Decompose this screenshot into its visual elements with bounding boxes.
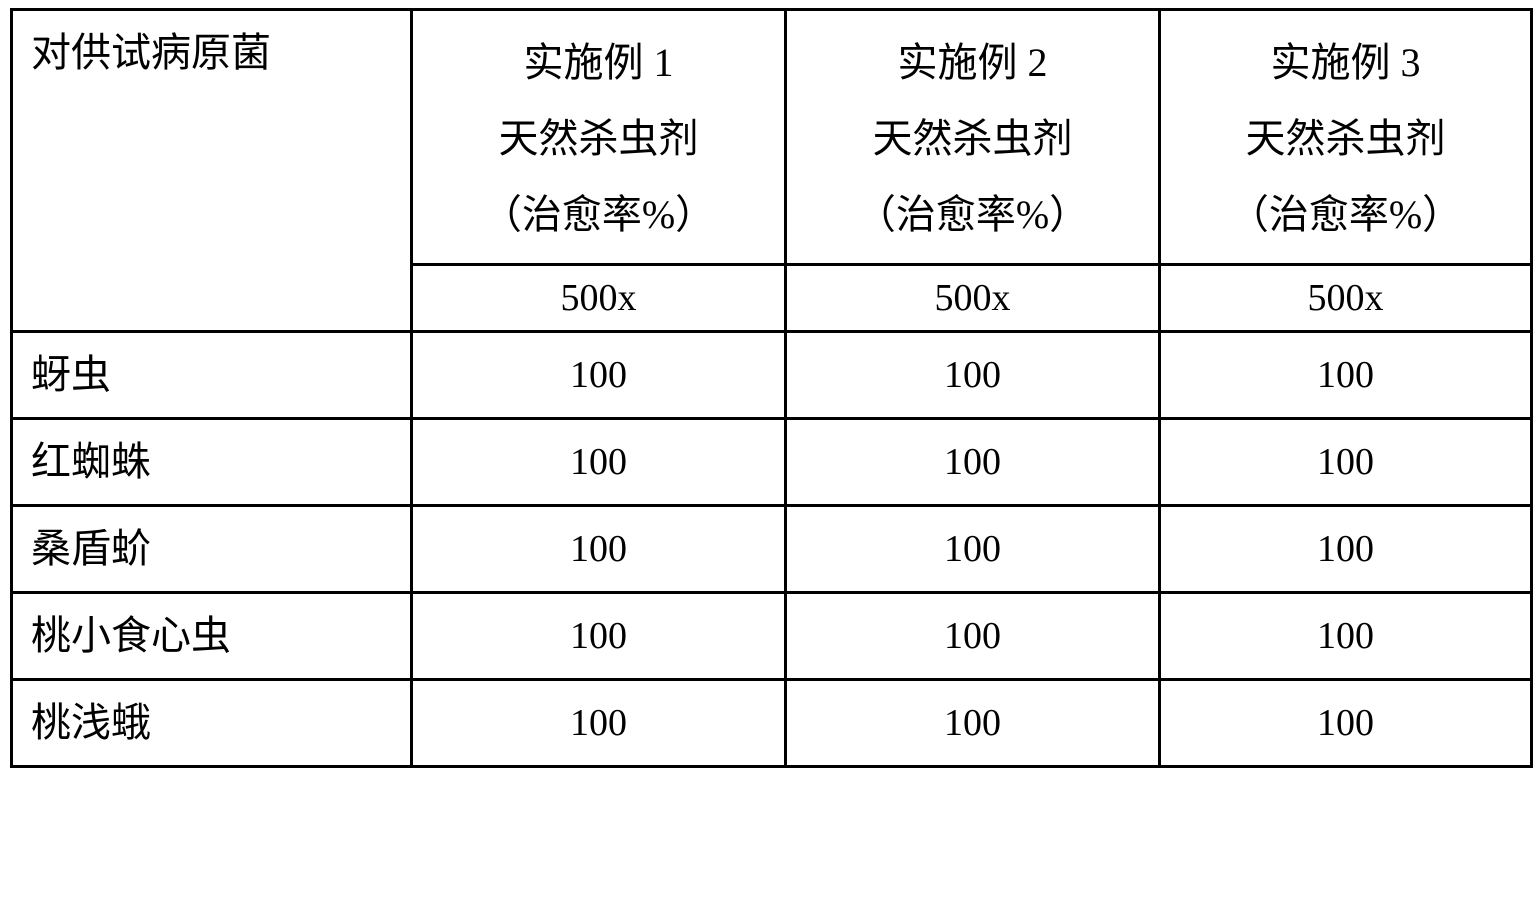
cell-value: 100 — [412, 506, 786, 593]
col-header-1-line1: 实施例 1 — [421, 25, 776, 101]
row-label: 桃浅蛾 — [12, 680, 412, 767]
cell-value: 100 — [1160, 593, 1532, 680]
col-header-3-line2: 天然杀虫剂 — [1169, 101, 1522, 177]
row-label: 桃小食心虫 — [12, 593, 412, 680]
cell-value: 100 — [786, 419, 1160, 506]
col-header-3-line3: （治愈率%） — [1169, 177, 1522, 253]
col-header-1-line3: （治愈率%） — [421, 177, 776, 253]
cell-value: 100 — [786, 593, 1160, 680]
row-label: 红蜘蛛 — [12, 419, 412, 506]
table-row: 桃小食心虫 100 100 100 — [12, 593, 1532, 680]
cell-value: 100 — [412, 593, 786, 680]
cell-value: 100 — [412, 419, 786, 506]
cell-value: 100 — [786, 332, 1160, 419]
table-row: 蚜虫 100 100 100 — [12, 332, 1532, 419]
row-label: 桑盾蚧 — [12, 506, 412, 593]
cell-value: 100 — [1160, 332, 1532, 419]
col-header-2-line1: 实施例 2 — [795, 25, 1150, 101]
table-row: 红蜘蛛 100 100 100 — [12, 419, 1532, 506]
sub-header-1: 500x — [412, 265, 786, 332]
cell-value: 100 — [1160, 419, 1532, 506]
cell-value: 100 — [786, 506, 1160, 593]
cell-value: 100 — [412, 332, 786, 419]
table-container: 对供试病原菌 实施例 1 天然杀虫剂 （治愈率%） 实施例 2 天然杀虫剂 （治… — [0, 0, 1540, 776]
col-header-2: 实施例 2 天然杀虫剂 （治愈率%） — [786, 10, 1160, 265]
cell-value: 100 — [1160, 680, 1532, 767]
col-header-2-line2: 天然杀虫剂 — [795, 101, 1150, 177]
sub-header-3: 500x — [1160, 265, 1532, 332]
row-header-label: 对供试病原菌 — [12, 10, 412, 332]
row-header-text: 对供试病原菌 — [31, 30, 271, 75]
row-label: 蚜虫 — [12, 332, 412, 419]
cell-value: 100 — [412, 680, 786, 767]
data-table: 对供试病原菌 实施例 1 天然杀虫剂 （治愈率%） 实施例 2 天然杀虫剂 （治… — [10, 8, 1533, 768]
table-row: 桑盾蚧 100 100 100 — [12, 506, 1532, 593]
sub-header-2: 500x — [786, 265, 1160, 332]
col-header-1: 实施例 1 天然杀虫剂 （治愈率%） — [412, 10, 786, 265]
col-header-2-line3: （治愈率%） — [795, 177, 1150, 253]
col-header-3-line1: 实施例 3 — [1169, 25, 1522, 101]
col-header-3: 实施例 3 天然杀虫剂 （治愈率%） — [1160, 10, 1532, 265]
cell-value: 100 — [786, 680, 1160, 767]
header-row-1: 对供试病原菌 实施例 1 天然杀虫剂 （治愈率%） 实施例 2 天然杀虫剂 （治… — [12, 10, 1532, 265]
table-row: 桃浅蛾 100 100 100 — [12, 680, 1532, 767]
cell-value: 100 — [1160, 506, 1532, 593]
col-header-1-line2: 天然杀虫剂 — [421, 101, 776, 177]
